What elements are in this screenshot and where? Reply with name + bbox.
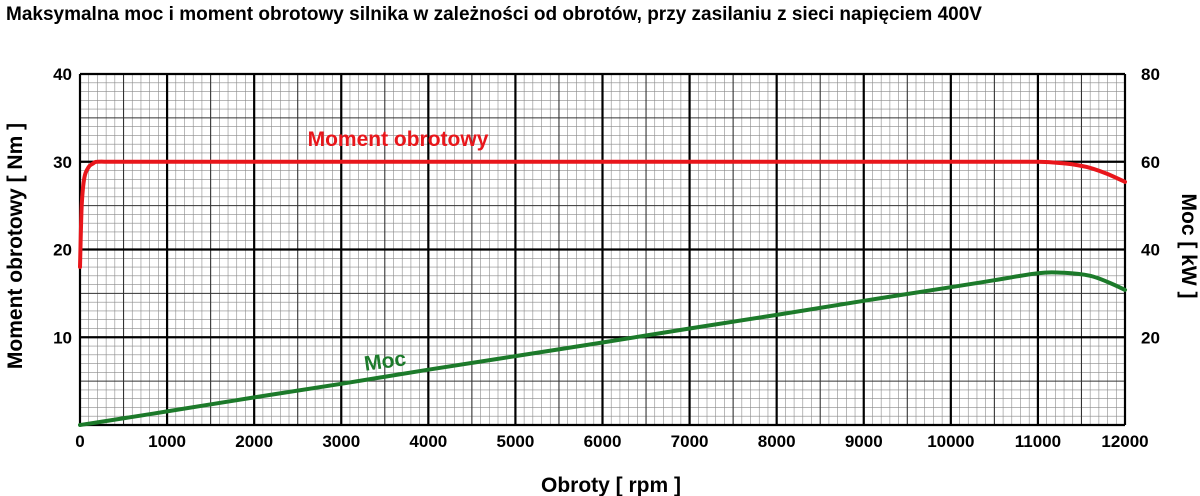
y-axis-label-right: Moc [ kW ]	[1177, 194, 1200, 299]
y-tick-label-left: 30	[53, 153, 72, 172]
y-tick-label-right: 60	[1141, 153, 1160, 172]
x-tick-label: 4000	[409, 432, 447, 451]
y-tick-label-left: 40	[53, 65, 72, 84]
x-tick-label: 7000	[671, 432, 709, 451]
x-axis-label: Obroty [ rpm ]	[541, 474, 681, 496]
y-tick-label-right: 40	[1141, 241, 1160, 260]
series-label-moment: Moment obrotowy	[308, 128, 489, 151]
series-layer	[78, 159, 1127, 427]
series-line-moc	[78, 270, 1127, 427]
x-tick-label: 3000	[322, 432, 360, 451]
series-line-moment	[78, 159, 1127, 269]
x-tick-label: 6000	[584, 432, 622, 451]
x-tick-label: 0	[75, 432, 84, 451]
x-tick-label: 11000	[1015, 432, 1061, 451]
x-tick-label: 12000	[1101, 432, 1148, 451]
y-tick-label-right: 80	[1141, 65, 1160, 84]
y-tick-label-right: 20	[1141, 328, 1160, 347]
x-tick-label: 5000	[497, 432, 535, 451]
y-tick-label-left: 20	[53, 241, 72, 260]
x-tick-label: 8000	[758, 432, 796, 451]
x-tick-label: 10000	[927, 432, 974, 451]
x-tick-label: 9000	[845, 432, 883, 451]
y-tick-label-left: 10	[53, 328, 72, 347]
x-tick-label: 1000	[148, 432, 186, 451]
y-axis-label-left: Moment obrotowy [ Nm ]	[4, 123, 27, 369]
tick-layer: 0 1000 2000 3000 4000 5000 6000 7000 8000 9000 100…	[53, 65, 1160, 451]
chart-title: Maksymalna moc i moment obrotowy silnika…	[6, 4, 982, 25]
x-tick-label: 2000	[235, 432, 273, 451]
